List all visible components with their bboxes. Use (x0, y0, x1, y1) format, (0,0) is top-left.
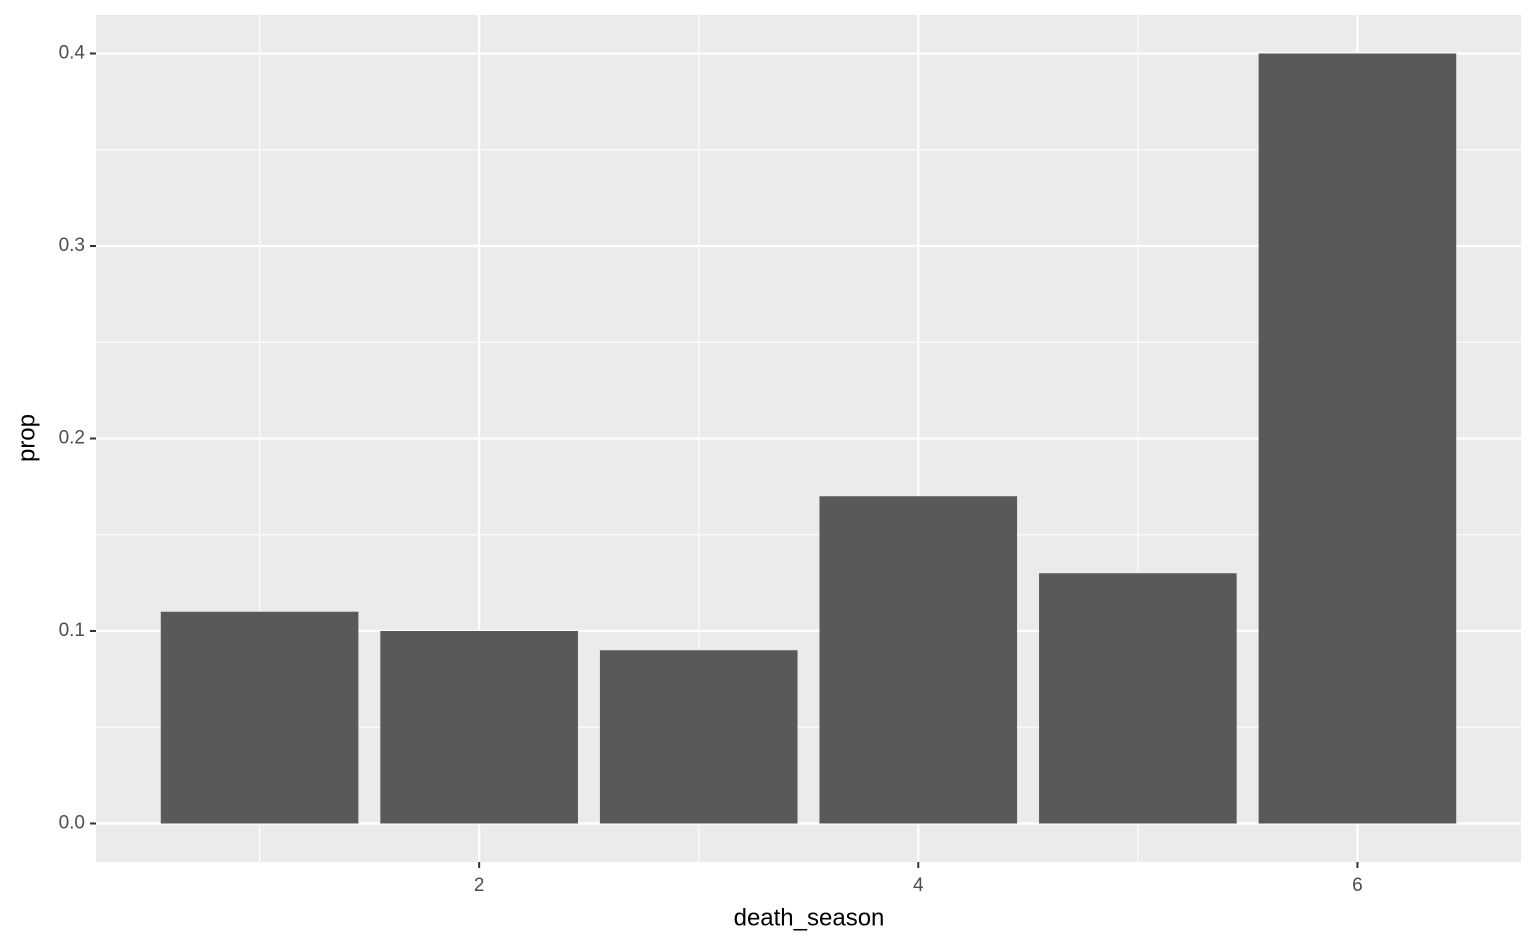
bar (160, 611, 359, 824)
bar (819, 496, 1018, 824)
bar (1039, 573, 1237, 824)
x-tick-label: 4 (913, 875, 924, 896)
y-tick-label: 0.1 (59, 620, 85, 641)
y-axis-title: prop (13, 414, 40, 462)
x-axis-title: death_season (734, 904, 885, 931)
bar (380, 631, 578, 824)
bar (1258, 53, 1457, 824)
y-tick-label: 0.3 (59, 235, 85, 256)
y-tick-label: 0.2 (59, 428, 85, 449)
bar (599, 650, 798, 824)
y-tick-label: 0.4 (59, 43, 86, 64)
x-tick-label: 2 (474, 875, 485, 896)
y-tick-label: 0.0 (59, 813, 85, 834)
x-tick-label: 6 (1352, 875, 1363, 896)
